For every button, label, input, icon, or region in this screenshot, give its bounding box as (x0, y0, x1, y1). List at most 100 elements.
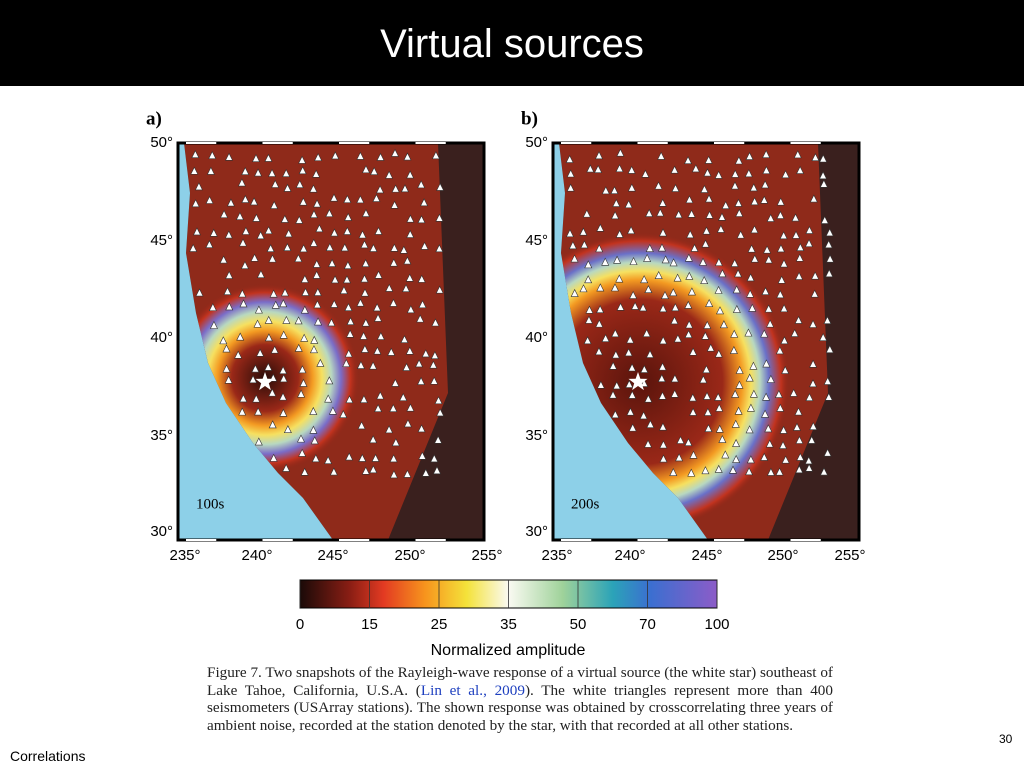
station-triangle (345, 452, 354, 461)
station-triangle (309, 184, 318, 193)
station-triangle (823, 376, 832, 385)
station-triangle (189, 243, 198, 252)
station-triangle (328, 258, 337, 267)
station-triangle (254, 168, 263, 177)
station-triangle (584, 275, 593, 284)
station-triangle (190, 166, 199, 175)
station-triangle (628, 363, 637, 372)
station-triangle (399, 245, 408, 254)
station-triangle (300, 305, 309, 314)
station-triangle (252, 394, 261, 403)
station-triangle (268, 420, 277, 429)
station-triangle (431, 151, 440, 160)
station-triangle (236, 332, 245, 341)
station-triangle (264, 333, 273, 342)
station-triangle (434, 435, 443, 444)
station-triangle (403, 469, 412, 478)
station-triangle (325, 208, 334, 217)
colorbar-tick-label: 100 (704, 616, 729, 633)
station-triangle (780, 336, 789, 345)
station-triangle (298, 166, 307, 175)
station-triangle (776, 210, 785, 219)
station-triangle (824, 240, 833, 249)
station-triangle (735, 365, 744, 374)
station-triangle (249, 375, 258, 384)
station-triangle (328, 406, 337, 415)
panel-label: b) (521, 108, 538, 129)
colorbar-tick-label: 25 (431, 616, 448, 633)
station-triangle (612, 381, 621, 390)
station-triangle (283, 183, 292, 192)
station-triangle (684, 300, 693, 309)
station-triangle (237, 178, 246, 187)
station-triangle (685, 195, 694, 204)
station-triangle (314, 317, 323, 326)
period-label: 100s (196, 496, 225, 512)
station-triangle (699, 257, 708, 266)
longitude-label: 235° (169, 547, 200, 564)
station-triangle (735, 380, 744, 389)
station-triangle (718, 434, 727, 443)
station-triangle (611, 283, 619, 292)
station-triangle (225, 270, 234, 279)
station-triangle (684, 253, 693, 262)
station-triangle (584, 315, 593, 324)
station-triangle (611, 410, 620, 419)
station-triangle (330, 228, 339, 237)
station-triangle (764, 424, 773, 433)
latitude-label: 45° (525, 232, 548, 249)
station-triangle (627, 183, 636, 192)
station-triangle (254, 305, 263, 314)
station-triangle (644, 285, 653, 294)
station-triangle (252, 213, 261, 222)
station-triangle (761, 409, 770, 418)
station-triangle (750, 225, 759, 234)
station-triangle (376, 185, 385, 194)
station-triangle (673, 334, 682, 343)
station-triangle (417, 274, 426, 283)
station-triangle (657, 374, 666, 382)
station-triangle (703, 391, 712, 400)
station-triangle (627, 165, 636, 174)
station-triangle (585, 305, 594, 314)
station-triangle (314, 152, 323, 161)
station-triangle (565, 154, 574, 163)
station-triangle (825, 269, 834, 278)
station-triangle (313, 199, 322, 208)
station-triangle (825, 228, 834, 237)
station-triangle (809, 319, 818, 328)
station-triangle (435, 213, 444, 222)
station-triangle (309, 406, 318, 415)
station-triangle (805, 463, 814, 472)
station-triangle (701, 239, 710, 248)
station-triangle (825, 344, 834, 353)
station-triangle (279, 365, 288, 374)
station-triangle (224, 230, 233, 239)
period-label: 200s (571, 496, 600, 512)
longitude-label: 240° (614, 547, 645, 564)
station-triangle (346, 329, 355, 338)
station-triangle (299, 197, 308, 206)
station-triangle (703, 320, 712, 329)
station-triangle (762, 165, 771, 174)
station-triangle (418, 451, 427, 460)
station-triangle (280, 214, 289, 223)
station-triangle (429, 360, 438, 369)
citation-link[interactable]: Lin et al., 2009 (420, 681, 525, 699)
station-triangle (766, 319, 775, 328)
station-triangle (609, 390, 618, 399)
station-triangle (325, 242, 334, 251)
station-triangle (776, 244, 785, 253)
station-triangle (241, 226, 250, 235)
station-triangle (705, 298, 714, 307)
station-triangle (611, 329, 620, 338)
station-triangle (436, 408, 445, 417)
station-triangle (601, 333, 610, 342)
station-triangle (342, 358, 351, 367)
station-triangle (811, 271, 820, 280)
station-triangle (795, 271, 804, 280)
station-triangle (640, 364, 649, 373)
station-triangle (671, 183, 680, 192)
station-triangle (731, 419, 740, 428)
station-triangle (570, 288, 579, 297)
